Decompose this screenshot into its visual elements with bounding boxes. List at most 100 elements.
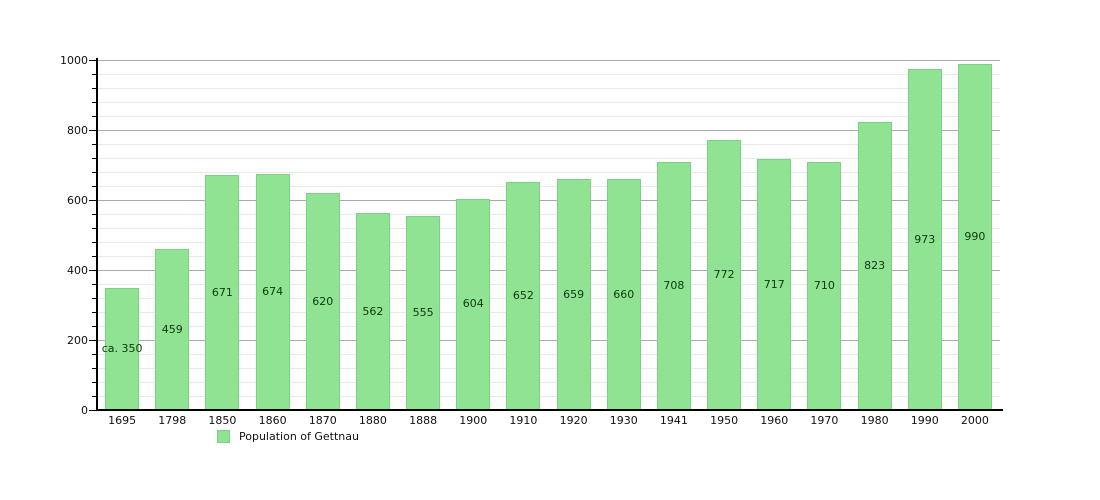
- x-tick-label: 1888: [409, 414, 438, 427]
- legend-color-swatch: [217, 430, 230, 443]
- y-major-tick: [89, 130, 97, 131]
- bar-value-label: 973: [914, 232, 936, 246]
- x-tick-label: 1990: [910, 414, 939, 427]
- minor-gridline: [97, 228, 1000, 229]
- x-tick-label: 1900: [459, 414, 488, 427]
- bar-value-label: 708: [663, 279, 685, 293]
- y-minor-tick: [92, 158, 97, 159]
- bar: [506, 181, 541, 410]
- minor-gridline: [97, 298, 1000, 299]
- bar: [105, 287, 140, 410]
- y-minor-tick: [92, 298, 97, 299]
- bar-value-label: 823: [864, 258, 886, 272]
- bar-value-label: 620: [312, 294, 334, 308]
- x-tick-label: 1910: [509, 414, 538, 427]
- x-tick-label: 1970: [810, 414, 839, 427]
- y-minor-tick: [92, 102, 97, 103]
- bar: [757, 159, 792, 410]
- y-tick-label: 800: [67, 124, 88, 137]
- y-major-tick: [89, 270, 97, 271]
- minor-gridline: [97, 158, 1000, 159]
- y-minor-tick: [92, 228, 97, 229]
- bar: [305, 193, 340, 410]
- x-tick-label: 1695: [108, 414, 137, 427]
- y-minor-tick: [92, 186, 97, 187]
- minor-gridline: [97, 312, 1000, 313]
- x-tick-label: 1930: [609, 414, 638, 427]
- minor-gridline: [97, 242, 1000, 243]
- bar-value-label: 671: [211, 285, 233, 299]
- y-major-tick: [89, 410, 97, 411]
- bar: [807, 161, 842, 410]
- y-minor-tick: [92, 312, 97, 313]
- y-tick-label: 600: [67, 194, 88, 207]
- bar: [606, 179, 641, 410]
- plot-area: ca. 350 1695 459 1798 671 1850 674 1860 620 1870 5…: [97, 60, 1000, 427]
- x-tick-label: 1860: [258, 414, 287, 427]
- minor-gridline: [97, 382, 1000, 383]
- x-tick-label: 1960: [760, 414, 789, 427]
- bar: [707, 139, 742, 410]
- bar: [355, 213, 390, 410]
- x-tick-label: 1850: [208, 414, 237, 427]
- x-tick-label: 1941: [659, 414, 688, 427]
- minor-gridline: [97, 144, 1000, 145]
- y-minor-tick: [92, 256, 97, 257]
- bar-value-label: 772: [713, 267, 735, 281]
- y-minor-tick: [92, 242, 97, 243]
- bar: [205, 175, 240, 410]
- bar: [957, 63, 992, 410]
- minor-gridline: [97, 214, 1000, 215]
- y-minor-tick: [92, 88, 97, 89]
- minor-gridline: [97, 326, 1000, 327]
- y-major-tick: [89, 60, 97, 61]
- minor-gridline: [97, 74, 1000, 75]
- bar: [155, 249, 190, 410]
- x-tick-label: 1950: [710, 414, 739, 427]
- y-minor-tick: [92, 172, 97, 173]
- x-tick-label: 2000: [960, 414, 989, 427]
- bar-value-label: 562: [362, 304, 384, 318]
- y-minor-tick: [92, 116, 97, 117]
- major-gridline: [97, 130, 1000, 131]
- y-minor-tick: [92, 326, 97, 327]
- minor-gridline: [97, 284, 1000, 285]
- legend-label: Population of Gettnau: [239, 430, 359, 443]
- y-tick-label: 0: [81, 404, 88, 417]
- y-minor-tick: [92, 144, 97, 145]
- x-tick-label: 1920: [559, 414, 588, 427]
- x-axis-line: [96, 409, 1003, 411]
- y-major-tick: [89, 200, 97, 201]
- bar-value-label: ca. 350: [101, 341, 143, 355]
- minor-gridline: [97, 186, 1000, 187]
- minor-gridline: [97, 116, 1000, 117]
- major-gridline: [97, 200, 1000, 201]
- y-tick-label: 1000: [60, 54, 88, 67]
- minor-gridline: [97, 368, 1000, 369]
- bar-value-label: 710: [813, 278, 835, 292]
- x-tick-label: 1980: [860, 414, 889, 427]
- bar: [456, 198, 491, 410]
- y-minor-tick: [92, 74, 97, 75]
- major-gridline: [97, 340, 1000, 341]
- y-tick-label: 200: [67, 334, 88, 347]
- bar: [556, 179, 591, 410]
- bar: [857, 121, 892, 410]
- y-axis-line: [96, 58, 98, 411]
- bar-value-label: 674: [262, 285, 284, 299]
- y-minor-tick: [92, 354, 97, 355]
- bar: [406, 215, 441, 410]
- bar-value-label: 459: [161, 322, 183, 336]
- major-gridline: [97, 270, 1000, 271]
- x-tick-label: 1880: [358, 414, 387, 427]
- y-major-tick: [89, 340, 97, 341]
- bar: [656, 162, 691, 410]
- minor-gridline: [97, 396, 1000, 397]
- bar: [255, 174, 290, 410]
- y-minor-tick: [92, 382, 97, 383]
- x-tick-label: 1798: [158, 414, 187, 427]
- minor-gridline: [97, 102, 1000, 103]
- y-minor-tick: [92, 284, 97, 285]
- bar-value-label: 652: [512, 288, 534, 302]
